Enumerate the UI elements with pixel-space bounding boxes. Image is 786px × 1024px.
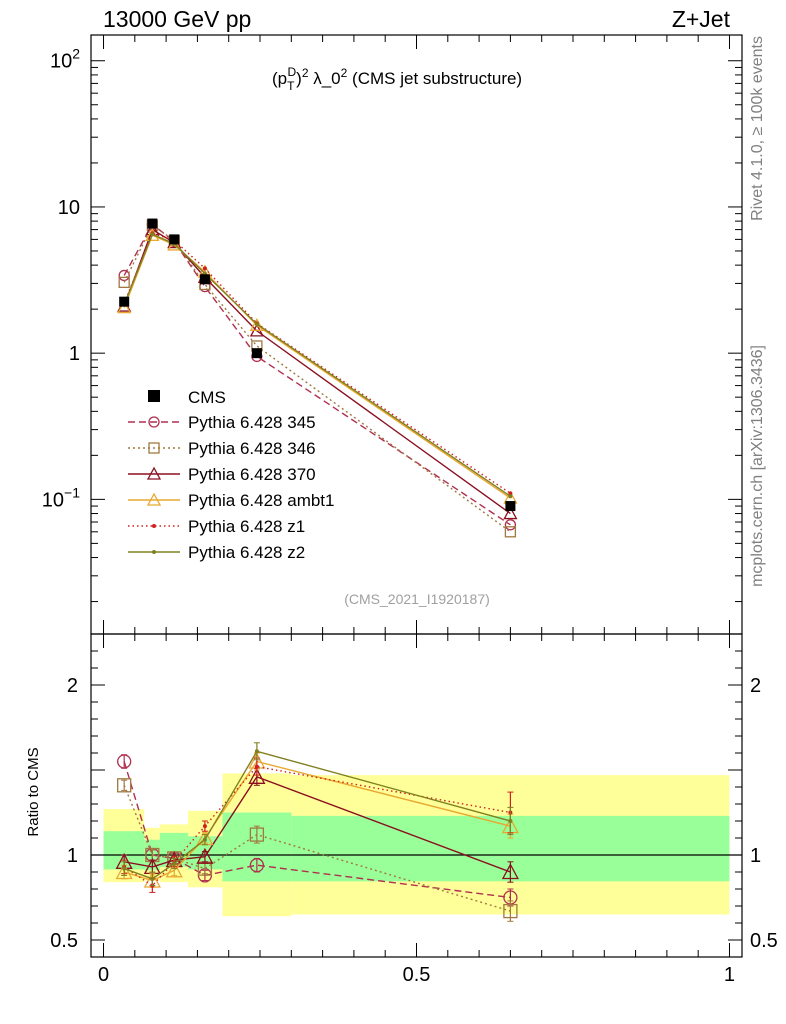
main-series-point bbox=[249, 317, 264, 331]
main-series-point bbox=[150, 232, 155, 237]
main-series-point bbox=[508, 494, 513, 499]
legend-label: Pythia 6.428 z1 bbox=[188, 517, 305, 536]
analysis-id: (CMS_2021_I1920187) bbox=[344, 591, 490, 607]
ratio-series-point bbox=[117, 778, 132, 793]
header-left-label: 13000 GeV pp bbox=[103, 6, 251, 32]
legend-label: Pythia 6.428 345 bbox=[188, 413, 316, 432]
header-right-label: Z+Jet bbox=[672, 6, 731, 32]
main-title: (pTD)2 λ_02 (CMS jet substructure) bbox=[272, 65, 522, 93]
x-tick-label: 1 bbox=[724, 964, 735, 986]
ratio-series-line bbox=[123, 785, 511, 912]
ratio-series-point bbox=[122, 866, 127, 871]
main-series-line bbox=[123, 233, 511, 497]
main-y-tick-label: 1 bbox=[69, 343, 80, 365]
ratio-series-point bbox=[202, 824, 207, 829]
ratio-series-point bbox=[196, 847, 214, 864]
side-label-bottom: mcplots.cern.ch [arXiv:1306.3436] bbox=[749, 345, 766, 587]
main-series-line bbox=[123, 234, 511, 499]
title-part-sq: 2 bbox=[302, 66, 309, 80]
ratio-y-tick-label-right: 0.5 bbox=[750, 930, 778, 952]
ratio-y-tick-label: 2 bbox=[67, 675, 78, 697]
main-series-point bbox=[508, 491, 513, 496]
ratio-series-line bbox=[123, 761, 511, 899]
main-series-point bbox=[504, 519, 517, 531]
ratio-series-point bbox=[172, 861, 177, 866]
main-series-line bbox=[123, 224, 511, 533]
legend-label-data: CMS bbox=[188, 388, 226, 407]
legend-label: Pythia 6.428 z2 bbox=[188, 543, 305, 562]
axes: 10−1 1 10 102 0.5 0.5 1 1 2 2 0 0.5 1 bbox=[42, 34, 778, 986]
ratio-series-point bbox=[117, 754, 132, 769]
legend-label: Pythia 6.428 346 bbox=[188, 439, 316, 458]
title-part-sq2: 2 bbox=[341, 66, 348, 80]
title-part-sup: D bbox=[287, 65, 296, 79]
legend-label: Pythia 6.428 370 bbox=[188, 465, 316, 484]
side-label-top: Rivet 4.1.0, ≥ 100k events bbox=[749, 36, 766, 221]
ratio-series-line bbox=[123, 760, 511, 882]
legend-marker bbox=[146, 492, 162, 506]
ratio-series-point bbox=[165, 861, 183, 878]
ratio-series-line bbox=[123, 750, 511, 880]
legend-marker bbox=[146, 466, 162, 480]
x-tick-label: 0.5 bbox=[403, 964, 431, 986]
title-part-close: ) bbox=[296, 69, 302, 88]
data-point bbox=[119, 296, 130, 307]
main-series-point bbox=[167, 237, 182, 251]
data-point bbox=[169, 234, 180, 245]
ratio-series-point bbox=[503, 903, 518, 919]
title-part-rest: (CMS jet substructure) bbox=[347, 69, 522, 88]
ratio-series-point bbox=[202, 837, 207, 842]
ratio-series-line bbox=[124, 775, 511, 873]
main-y-tick-label: 10 bbox=[58, 197, 80, 219]
ratio-ylabel: Ratio to CMS bbox=[25, 747, 42, 836]
main-series-point bbox=[503, 506, 518, 520]
main-series-point bbox=[117, 300, 132, 314]
main-y-tick-label: 10−1 bbox=[42, 484, 80, 511]
main-marks bbox=[117, 218, 518, 538]
main-series-point bbox=[202, 266, 207, 271]
main-series-point bbox=[254, 322, 259, 327]
legend-marker-data bbox=[148, 390, 160, 402]
ratio-y-tick-label-right: 2 bbox=[750, 675, 761, 697]
title-part-lambda: λ_0 bbox=[309, 69, 341, 88]
ratio-series-point bbox=[249, 827, 265, 842]
ratio-series-line bbox=[123, 765, 511, 887]
ratio-series-point bbox=[248, 767, 266, 784]
legend-label: Pythia 6.428 ambt1 bbox=[188, 491, 334, 510]
data-point bbox=[505, 501, 516, 512]
ratio-y-tick-label-right: 1 bbox=[750, 845, 761, 867]
ratio-series-point bbox=[115, 863, 133, 880]
legend: CMS Pythia 6.428 345 Pythia 6.428 346 Pythi… bbox=[128, 388, 334, 562]
main-y-tick-label: 102 bbox=[50, 46, 80, 73]
main-series-point bbox=[504, 526, 517, 538]
ratio-y-tick-label: 1 bbox=[67, 845, 78, 867]
legend-marker bbox=[152, 524, 156, 528]
main-series-line bbox=[123, 232, 511, 494]
legend-marker bbox=[148, 416, 160, 428]
ratio-series-point bbox=[249, 858, 265, 873]
main-series-point bbox=[145, 227, 160, 241]
data-point bbox=[199, 274, 210, 285]
ratio-marks bbox=[115, 742, 519, 922]
ratio-series-point bbox=[150, 876, 155, 881]
data-point bbox=[251, 348, 262, 359]
ratio-series-point bbox=[254, 749, 259, 754]
ratio-series-point bbox=[501, 863, 519, 880]
main-series-point bbox=[118, 276, 130, 289]
ratio-y-tick-label: 0.5 bbox=[50, 930, 78, 952]
legend-marker bbox=[148, 442, 160, 454]
ratio-series-point bbox=[508, 819, 513, 823]
main-series-line bbox=[123, 228, 511, 515]
legend-marker bbox=[152, 550, 156, 554]
data-point bbox=[147, 218, 158, 229]
title-part-p: (p bbox=[272, 69, 287, 88]
ratio-series-point bbox=[254, 764, 259, 769]
main-series-point bbox=[118, 269, 130, 282]
x-tick-label: 0 bbox=[98, 964, 109, 986]
title-part-sub: T bbox=[287, 79, 295, 93]
